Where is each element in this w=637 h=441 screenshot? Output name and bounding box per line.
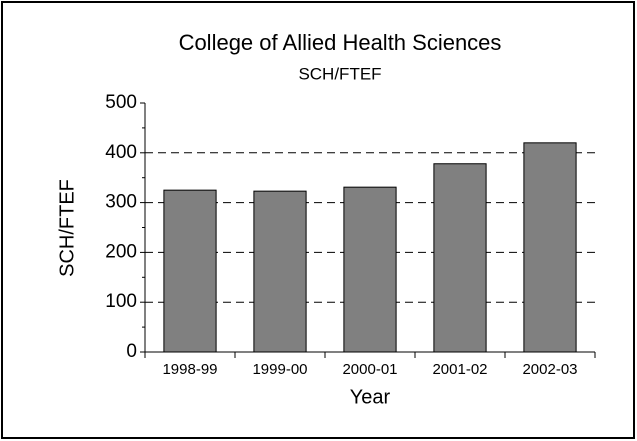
x-tick-label: 1998-99 xyxy=(162,361,217,378)
bar xyxy=(433,163,487,353)
x-tick-label: 2001-02 xyxy=(432,361,487,378)
x-tick-label: 2002-03 xyxy=(522,361,577,378)
bar xyxy=(163,189,217,353)
bar xyxy=(253,190,307,353)
y-tick-label: 0 xyxy=(126,341,137,362)
y-tick-label: 200 xyxy=(105,241,137,262)
y-tick-label: 300 xyxy=(105,192,137,213)
y-tick-label: 400 xyxy=(105,142,137,163)
chart-title: College of Allied Health Sciences xyxy=(179,30,502,55)
y-tick-label: 100 xyxy=(105,291,137,312)
x-tick-label: 2000-01 xyxy=(342,361,397,378)
y-axis-label: SCH/FTEF xyxy=(56,179,78,277)
chart-subtitle: SCH/FTEF xyxy=(298,64,381,83)
bar xyxy=(523,142,577,353)
x-tick-label: 1999-00 xyxy=(252,361,307,378)
bar xyxy=(343,186,397,353)
x-axis-label: Year xyxy=(350,386,391,408)
y-tick-label: 500 xyxy=(105,92,137,113)
